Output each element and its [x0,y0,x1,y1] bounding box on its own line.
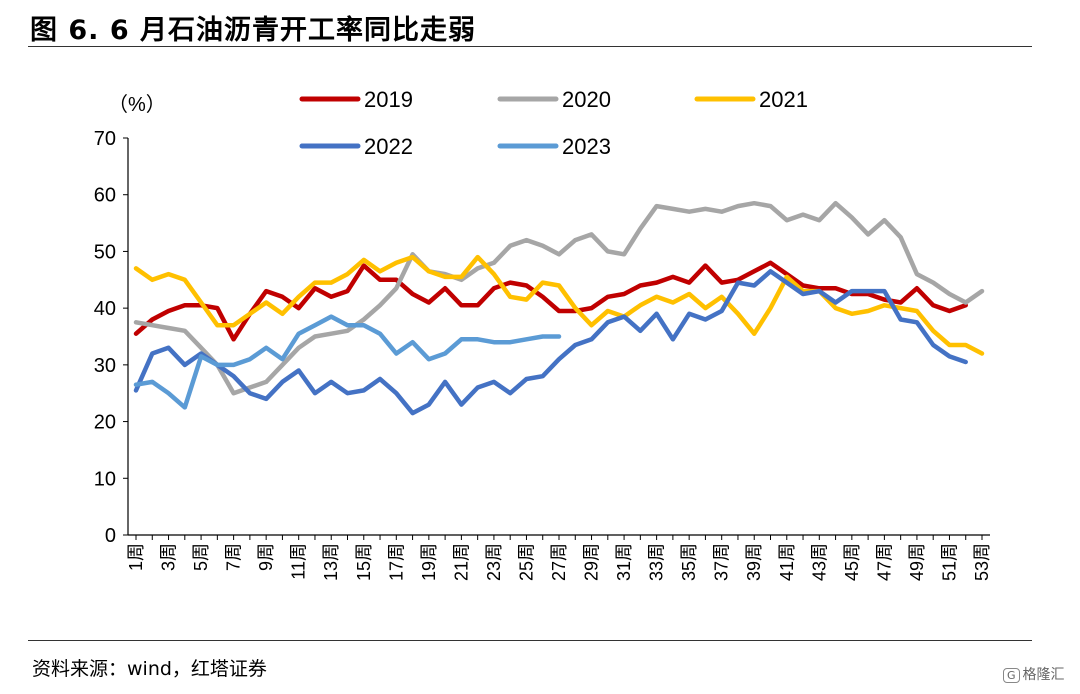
source-note: 资料来源：wind，红塔证券 [32,658,267,680]
y-tick-label: 60 [94,185,116,207]
legend-label-2022: 2022 [364,134,413,159]
x-tick-label: 53周 [972,543,992,581]
axes: 0 10 20 30 40 50 60 70 1周 3周 5周 7周 9周 11周 13周 15周 17周 19周… [94,128,992,581]
series-line-2023 [133,314,562,410]
x-tick-label: 7周 [224,543,244,571]
x-tick-label: 17周 [386,543,406,581]
legend-label-2019: 2019 [364,87,413,112]
x-tick-label: 35周 [679,543,699,581]
x-tick-label: 31周 [614,543,634,581]
watermark: G 格隆汇 [1003,664,1065,684]
legend-label-2023: 2023 [562,134,611,159]
y-tick-label: 20 [94,412,116,434]
x-tick-label: 43周 [809,543,829,581]
y-tick-label: 50 [94,241,116,263]
title-divider [28,46,1032,47]
x-tick-label: 47周 [874,543,894,581]
series-line-2021 [133,254,985,356]
watermark-text: 格隆汇 [1022,667,1065,683]
x-tick-label: 25周 [516,543,536,581]
x-tick-label: 45周 [842,543,862,581]
legend: 2019 2020 2021 2022 2023 [299,87,808,159]
legend-label-2021: 2021 [759,87,808,112]
line-chart: 0 10 20 30 40 50 60 70 1周 3周 5周 7周 9周 11周 13周 15周 17周 19周… [94,87,992,581]
series-lines [133,200,985,416]
y-tick-label: 30 [94,355,116,377]
x-tick-label: 21周 [451,543,471,581]
x-tick-label: 11周 [289,543,309,580]
x-tick-label: 41周 [777,543,797,581]
x-tick-label: 39周 [744,543,764,581]
y-tick-label: 0 [105,525,116,547]
source-divider [28,640,1032,641]
x-tick-label: 1周 [126,543,146,571]
x-tick-label: 19周 [419,543,439,581]
y-axis-label: （%） [108,93,166,116]
watermark-logo-icon: G [1003,668,1020,683]
series-line-2022 [133,269,968,416]
series-line-2020 [133,200,985,396]
x-tick-label: 37周 [712,543,732,581]
x-tick-label: 33周 [647,543,667,581]
x-tick-label: 9周 [256,543,276,571]
y-tick-label: 40 [94,298,116,320]
x-tick-label: 49周 [907,543,927,581]
x-tick-label: 27周 [549,543,569,581]
x-tick-label: 51周 [939,543,959,581]
x-tick-label: 5周 [191,543,211,571]
x-tick-label: 3周 [159,543,179,571]
y-tick-label: 70 [94,128,116,150]
legend-label-2020: 2020 [562,87,611,112]
x-tick-label: 29周 [582,543,602,581]
chart-title: 图 6. 6 月石油沥青开工率同比走弱 [30,15,477,46]
x-tick-label: 23周 [484,543,504,581]
x-tick-label: 15周 [354,543,374,581]
x-tick-label: 13周 [321,543,341,581]
y-tick-label: 10 [94,468,116,490]
series-line-2019 [133,260,968,342]
